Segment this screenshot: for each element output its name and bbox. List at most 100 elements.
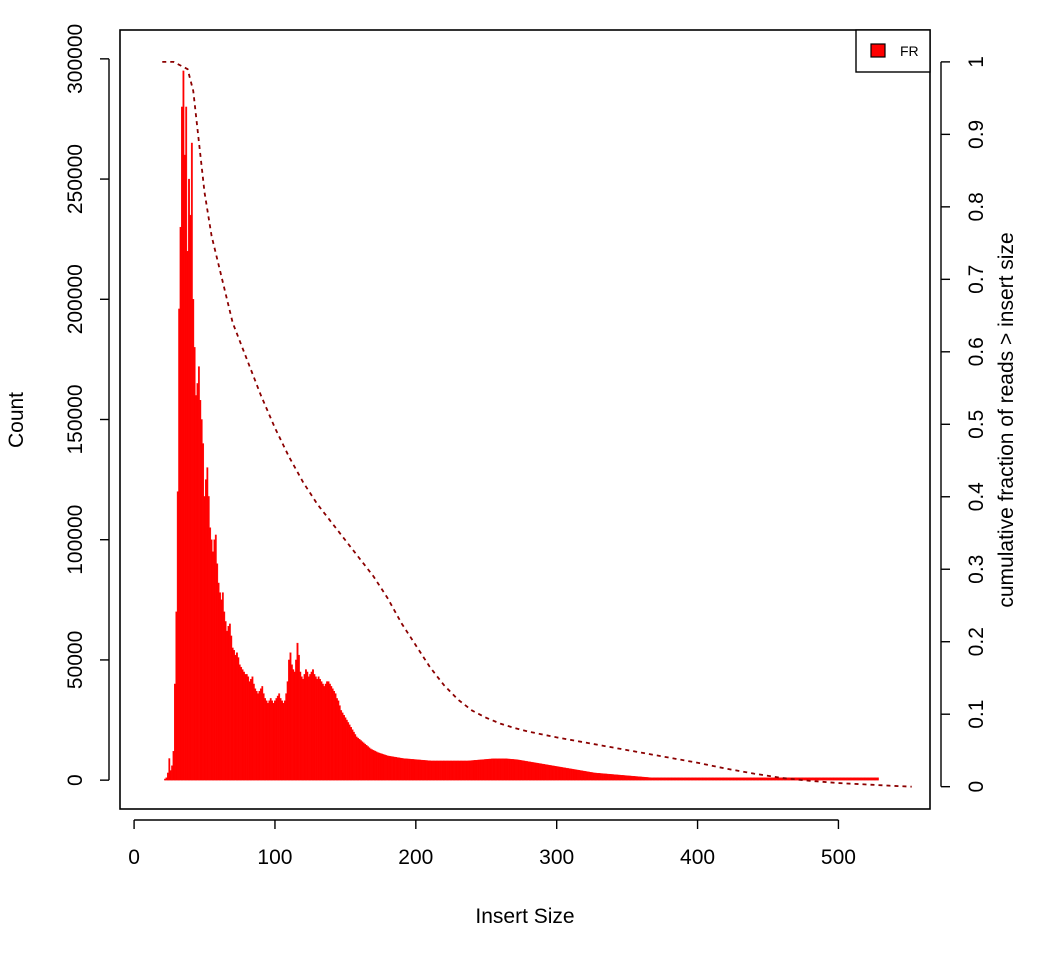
histogram-bar <box>681 777 683 781</box>
histogram-bar <box>688 777 691 781</box>
histogram-bar <box>488 758 490 781</box>
histogram-bar <box>352 731 355 781</box>
histogram-bar <box>262 693 265 781</box>
histogram-bar <box>436 760 438 781</box>
histogram-bar <box>757 777 760 781</box>
histogram-bars <box>164 70 879 781</box>
histogram-bar <box>307 676 310 781</box>
histogram-bar <box>637 776 640 781</box>
histogram-bar <box>269 698 272 781</box>
histogram-bar <box>226 630 228 781</box>
histogram-bar <box>344 717 347 781</box>
histogram-bar <box>571 768 574 781</box>
histogram-bar <box>340 710 343 781</box>
histogram-bar <box>326 681 328 781</box>
y2-tick-label: 0.8 <box>965 192 988 221</box>
x-tick-label: 200 <box>398 846 433 869</box>
histogram-bar <box>164 778 166 781</box>
histogram-bar <box>212 551 214 781</box>
histogram-bar <box>655 777 658 781</box>
histogram-bar <box>662 777 665 781</box>
histogram-bar <box>592 772 595 781</box>
histogram-bar <box>482 759 485 781</box>
histogram-bar <box>629 775 631 781</box>
histogram-bar <box>607 773 610 781</box>
histogram-bar <box>385 755 388 781</box>
histogram-bar <box>321 683 324 781</box>
histogram-bar <box>234 654 237 781</box>
histogram-bar <box>481 759 483 781</box>
histogram-bar <box>796 777 799 781</box>
histogram-bar <box>740 777 743 781</box>
histogram-bar <box>447 760 450 781</box>
y-tick-label: 50000 <box>64 631 87 689</box>
histogram-bar <box>762 777 765 781</box>
histogram-bar <box>526 761 529 781</box>
histogram-bar <box>609 774 612 781</box>
histogram-bar <box>850 777 853 781</box>
histogram-bar <box>423 760 426 781</box>
x-axis-title: Insert Size <box>475 905 574 928</box>
cumulative-fraction-line <box>162 60 912 788</box>
histogram-bar <box>338 705 341 781</box>
histogram-bar <box>826 777 829 781</box>
histogram-bar <box>368 747 371 781</box>
histogram-bar <box>462 760 465 781</box>
histogram-bar <box>230 635 233 781</box>
histogram-bar <box>327 681 330 781</box>
histogram-bar <box>209 527 212 781</box>
histogram-bar <box>320 681 323 781</box>
histogram-bar <box>333 690 336 781</box>
histogram-bar <box>375 751 378 781</box>
histogram-bar <box>693 777 696 781</box>
histogram-bar <box>271 700 274 781</box>
histogram-bar <box>558 766 561 781</box>
histogram-bar <box>489 758 492 781</box>
histogram-bar <box>614 774 617 781</box>
histogram-bar <box>650 777 652 781</box>
x-axis: 0 100 200 300 400 500 <box>128 819 856 869</box>
histogram-bar <box>843 777 845 781</box>
histogram-bar <box>858 777 861 781</box>
histogram-bar <box>451 760 454 781</box>
histogram-bar <box>427 760 430 781</box>
histogram-bar <box>754 777 757 781</box>
histogram-bar <box>460 760 462 781</box>
histogram-bar <box>410 759 413 781</box>
histogram-bar <box>421 759 424 781</box>
histogram-bar <box>206 467 209 781</box>
histogram-bar <box>458 760 461 781</box>
histogram-bar <box>216 563 219 781</box>
histogram-bar <box>393 756 396 781</box>
histogram-bar <box>345 719 348 781</box>
histogram-bar <box>860 777 862 781</box>
histogram-bar <box>624 775 627 781</box>
histogram-bar <box>640 776 643 781</box>
histogram-bar <box>276 695 279 781</box>
histogram-bar <box>465 760 468 781</box>
histogram-bar <box>358 739 361 781</box>
histogram-bar <box>733 777 736 781</box>
histogram-bar <box>533 762 536 781</box>
histogram-bar <box>295 659 297 781</box>
histogram-bar <box>416 759 419 781</box>
histogram-bar <box>433 760 436 781</box>
histogram-bar <box>768 777 771 781</box>
histogram-bar <box>255 690 258 781</box>
histogram-bar <box>390 756 393 781</box>
histogram-bar <box>348 724 351 781</box>
histogram-bar <box>378 752 381 781</box>
histogram-bar <box>772 777 775 781</box>
y2-tick-label: 0.4 <box>965 482 988 512</box>
histogram-bar <box>633 776 636 781</box>
histogram-bar <box>813 777 816 781</box>
histogram-bar <box>474 760 476 781</box>
x-tick-label: 500 <box>821 846 856 869</box>
histogram-bar <box>476 759 479 781</box>
histogram-bar <box>331 688 334 781</box>
x-tick-label: 0 <box>128 846 140 869</box>
histogram-bar <box>814 777 817 781</box>
histogram-bar <box>844 777 847 781</box>
histogram-bar <box>589 772 592 781</box>
